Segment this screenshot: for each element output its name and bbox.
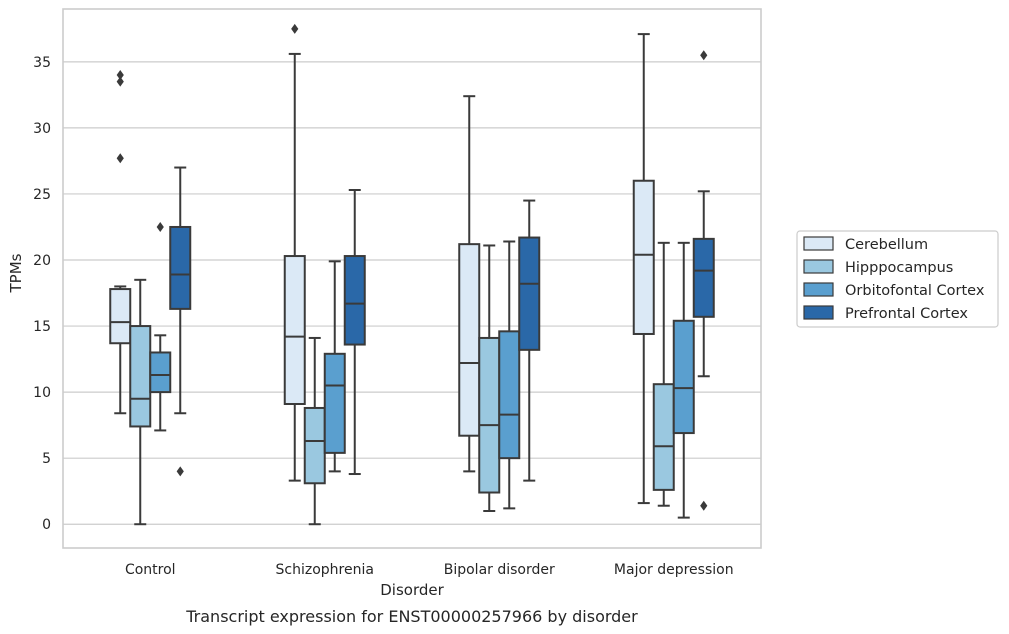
outlier-point xyxy=(156,221,164,232)
box-cerebellum xyxy=(109,70,132,415)
y-tick-label: 25 xyxy=(33,187,51,203)
box-orbitofontal-cortex xyxy=(323,260,346,473)
box-cerebellum xyxy=(632,33,655,505)
x-axis-label: Disorder xyxy=(380,581,444,599)
y-tick-label: 15 xyxy=(33,319,51,335)
y-tick-labels: 0 5 10 15 20 25 30 35 xyxy=(33,55,51,533)
outlier-point xyxy=(291,23,299,34)
legend: Cerebellum Hipppocampus Orbitofontal Corte… xyxy=(796,230,999,328)
box-iqr xyxy=(632,179,655,335)
legend-label: Prefrontal Cortex xyxy=(845,306,968,322)
box-iqr xyxy=(652,383,675,491)
legend-swatch xyxy=(803,236,834,251)
box-orbitofontal-cortex xyxy=(149,221,172,432)
box-iqr xyxy=(283,255,306,406)
outlier-point xyxy=(700,50,708,61)
x-tick-label: Major depression xyxy=(614,562,734,578)
y-tick-label: 35 xyxy=(33,55,51,71)
legend-label: Hipppocampus xyxy=(845,260,953,276)
legend-label: Cerebellum xyxy=(845,237,928,253)
box-orbitofontal-cortex xyxy=(672,241,695,519)
box-hipppocampus xyxy=(129,278,152,526)
box-iqr xyxy=(518,236,541,351)
box-iqr xyxy=(343,255,366,346)
outlier-point xyxy=(176,466,184,477)
box-prefrontal-cortex xyxy=(343,188,366,476)
box-hipppocampus xyxy=(303,336,326,526)
box-iqr xyxy=(478,336,501,494)
box-iqr xyxy=(149,351,172,394)
outlier-point xyxy=(116,76,124,87)
outlier-point xyxy=(116,153,124,164)
x-tick-label: Bipolar disorder xyxy=(444,562,555,578)
box-iqr xyxy=(303,406,326,485)
y-tick-label: 20 xyxy=(33,253,51,269)
legend-swatch xyxy=(803,259,834,274)
box-iqr xyxy=(129,325,152,428)
chart-caption: Transcript expression for ENST0000025796… xyxy=(185,607,638,626)
box-iqr xyxy=(109,288,132,345)
y-tick-label: 5 xyxy=(42,451,51,467)
box-iqr xyxy=(458,243,481,437)
outlier-point xyxy=(700,500,708,511)
box-iqr xyxy=(672,319,695,435)
y-tick-label: 10 xyxy=(33,385,51,401)
box-iqr xyxy=(323,352,346,454)
box-prefrontal-cortex xyxy=(692,50,715,511)
x-tick-label: Control xyxy=(125,562,176,578)
box-iqr xyxy=(169,225,192,310)
outlier-point xyxy=(116,70,124,81)
plot-frame xyxy=(62,8,762,549)
y-axis-label: TPMs xyxy=(7,253,25,293)
x-tick-labels: Control Schizophrenia Bipolar disorder Majo… xyxy=(125,562,734,578)
box-hipppocampus xyxy=(478,244,501,513)
legend-swatch xyxy=(803,282,834,297)
box-series xyxy=(109,23,715,526)
box-iqr xyxy=(692,237,715,318)
box-prefrontal-cortex xyxy=(169,166,192,477)
y-tick-label: 30 xyxy=(33,121,51,137)
box-cerebellum xyxy=(283,23,306,482)
box-prefrontal-cortex xyxy=(518,199,541,482)
legend-frame xyxy=(796,230,999,328)
box-orbitofontal-cortex xyxy=(498,240,521,510)
box-iqr xyxy=(498,330,521,460)
box-cerebellum xyxy=(458,95,481,473)
y-tick-label: 0 xyxy=(42,517,51,533)
box-hipppocampus xyxy=(652,241,675,507)
x-tick-label: Schizophrenia xyxy=(276,562,374,578)
legend-swatch xyxy=(803,305,834,320)
legend-label: Orbitofontal Cortex xyxy=(845,283,985,299)
